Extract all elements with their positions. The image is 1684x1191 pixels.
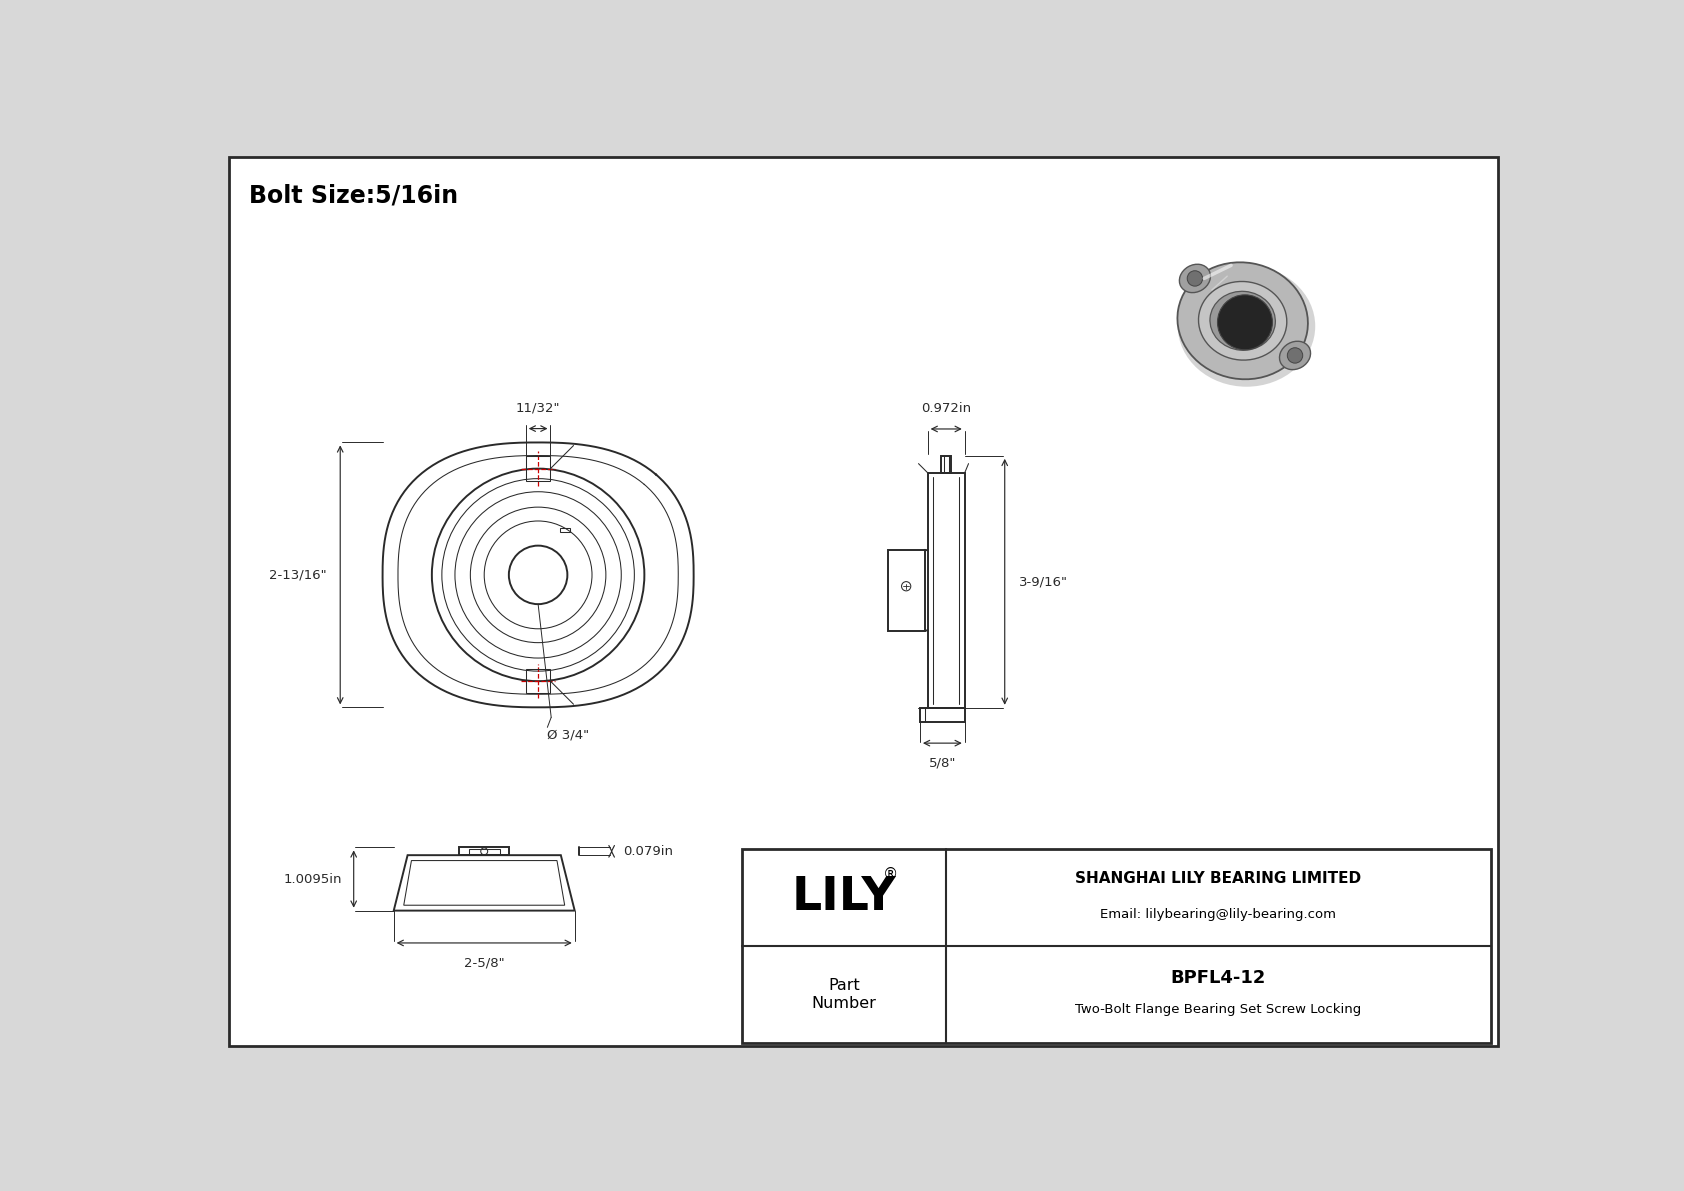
Text: 1.0095in: 1.0095in — [283, 873, 342, 886]
Text: Part
Number: Part Number — [812, 978, 877, 1011]
Bar — [525, 669, 551, 693]
Circle shape — [1218, 295, 1273, 350]
Ellipse shape — [1177, 266, 1315, 387]
Bar — [887, 550, 925, 631]
Bar — [928, 473, 965, 707]
Bar — [941, 456, 951, 473]
Circle shape — [1187, 270, 1202, 286]
Text: 0.079in: 0.079in — [623, 844, 674, 858]
Bar — [525, 456, 551, 481]
Text: ®: ® — [882, 867, 898, 881]
Ellipse shape — [1280, 342, 1310, 369]
Text: Two-Bolt Flange Bearing Set Screw Locking: Two-Bolt Flange Bearing Set Screw Lockin… — [1076, 1004, 1362, 1016]
Text: 2-13/16": 2-13/16" — [269, 568, 327, 581]
Text: Email: lilybearing@lily-bearing.com: Email: lilybearing@lily-bearing.com — [1100, 908, 1337, 921]
Ellipse shape — [1177, 262, 1308, 379]
Text: SHANGHAI LILY BEARING LIMITED: SHANGHAI LILY BEARING LIMITED — [1076, 871, 1361, 886]
Text: 3-9/16": 3-9/16" — [1019, 575, 1068, 588]
Bar — [743, 849, 1490, 1043]
Text: 11/32": 11/32" — [515, 401, 561, 414]
Text: BPFL4-12: BPFL4-12 — [1170, 968, 1266, 986]
Circle shape — [1287, 348, 1303, 363]
Text: Ø 3/4": Ø 3/4" — [547, 729, 589, 742]
Bar — [919, 707, 965, 722]
Ellipse shape — [1199, 281, 1287, 360]
Bar — [460, 848, 509, 855]
Text: 0.972in: 0.972in — [921, 403, 972, 416]
Text: Bolt Size:5/16in: Bolt Size:5/16in — [249, 183, 458, 207]
Ellipse shape — [1211, 292, 1275, 350]
Bar — [561, 529, 569, 532]
Ellipse shape — [1179, 264, 1211, 293]
Bar — [468, 849, 500, 854]
Text: LILY: LILY — [791, 875, 896, 919]
Text: 2-5/8": 2-5/8" — [463, 956, 505, 969]
Text: 5/8": 5/8" — [928, 757, 957, 771]
